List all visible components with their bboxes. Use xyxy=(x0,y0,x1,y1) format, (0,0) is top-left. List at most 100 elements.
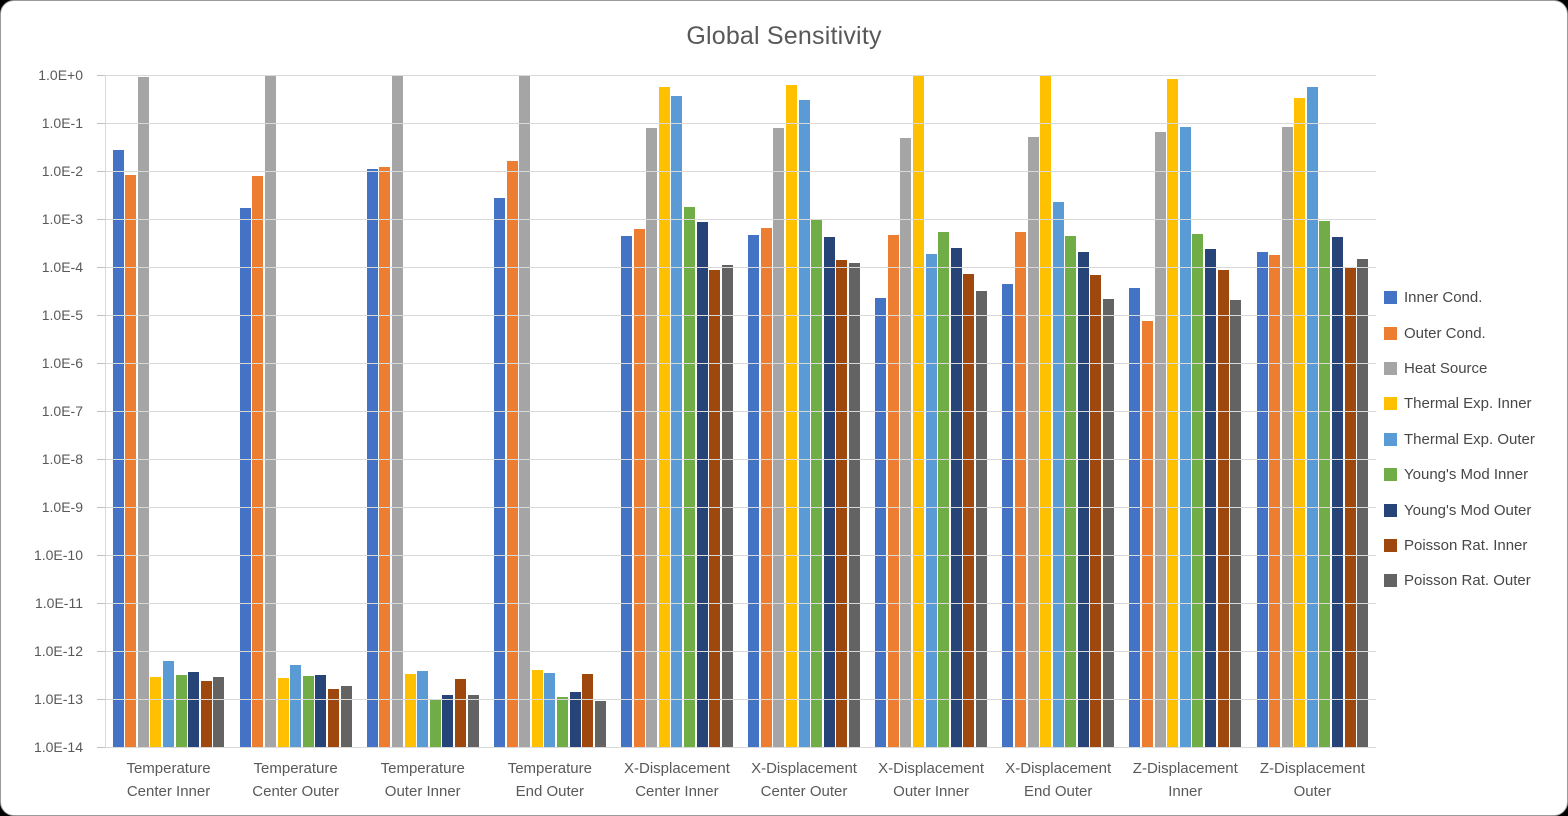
x-axis-category-label: X-Displacement Center Inner xyxy=(613,757,740,803)
y-axis-tick-label: 1.0E-9 xyxy=(41,499,83,515)
gridline xyxy=(105,171,1376,172)
gridline xyxy=(105,698,1376,700)
legend-item: Poisson Rat. Inner xyxy=(1384,528,1535,563)
bar xyxy=(366,169,378,747)
y-axis-tick xyxy=(97,698,105,700)
bar xyxy=(302,676,314,747)
bar xyxy=(175,674,187,747)
x-axis-category-label-line: Z-Displacement xyxy=(1259,760,1365,777)
x-axis-category-label-line: Center Inner xyxy=(126,783,211,800)
x-axis-category-label: X-Displacement End Outer xyxy=(995,757,1122,803)
bar xyxy=(556,697,568,747)
y-axis-tick-label: 1.0E-6 xyxy=(41,355,83,371)
bar-group xyxy=(1122,75,1249,747)
x-axis-category-label-line: Temperature xyxy=(380,760,465,777)
x-axis-category-label-line: X-Displacement xyxy=(623,760,730,777)
bar xyxy=(1281,127,1293,747)
bar xyxy=(252,175,264,747)
bar xyxy=(429,699,441,747)
y-axis-tick xyxy=(97,219,105,220)
bar xyxy=(900,138,912,747)
legend-swatch xyxy=(1384,361,1397,375)
bar xyxy=(925,253,937,747)
bar xyxy=(1014,231,1026,747)
gridline xyxy=(105,219,1376,220)
x-axis-category-label-line: Outer Inner xyxy=(384,783,461,800)
x-axis-category-label-line: X-Displacement xyxy=(878,760,985,777)
bar xyxy=(823,236,835,747)
y-axis-tick xyxy=(97,555,105,556)
bar xyxy=(582,673,594,747)
gridline xyxy=(105,555,1376,556)
legend-label: Inner Cond. xyxy=(1404,289,1483,307)
x-axis-category-label-line: Temperature xyxy=(507,760,592,777)
x-axis-category-label-line: End Outer xyxy=(515,783,585,800)
gridline xyxy=(105,267,1376,268)
x-axis-category-label-line: Center Outer xyxy=(760,783,848,800)
gridline xyxy=(105,411,1376,412)
bar xyxy=(760,227,772,747)
legend-item: Heat Source xyxy=(1384,351,1535,386)
y-axis-tick-label: 1.0E-1 xyxy=(41,115,83,131)
legend-item: Young's Mod Outer xyxy=(1384,492,1535,527)
gridline xyxy=(105,651,1376,652)
bar xyxy=(1357,258,1369,747)
legend-label: Thermal Exp. Inner xyxy=(1404,395,1532,413)
x-axis-category-label: Z-Displacement Inner xyxy=(1122,757,1249,803)
legend-item: Thermal Exp. Inner xyxy=(1384,386,1535,421)
bar xyxy=(1256,251,1268,747)
bar xyxy=(213,676,225,747)
y-axis-tick-label: 1.0E-11 xyxy=(35,595,83,611)
y-axis: 1.0E+0 1.0E-1 1.0E-2 1.0E-3 1.0E-4 1.0E-5 1.0E… xyxy=(1,67,91,755)
x-axis-category-label-line: Z-Displacement xyxy=(1132,760,1238,777)
y-axis-tick-label: 1.0E-10 xyxy=(33,547,83,563)
bar xyxy=(1154,131,1166,747)
bar xyxy=(621,235,633,747)
x-axis-category-label: X-Displacement Center Outer xyxy=(740,757,867,803)
legend-label: Thermal Exp. Outer xyxy=(1404,430,1535,448)
y-axis-tick-label: 1.0E+0 xyxy=(38,67,83,83)
legend-item: Young's Mod Inner xyxy=(1384,457,1535,492)
x-axis-category-label-line: End Outer xyxy=(1024,783,1093,800)
bar xyxy=(467,695,479,747)
x-axis-category-label-line: X-Displacement xyxy=(1005,760,1112,777)
bar xyxy=(544,672,556,747)
y-axis-tick xyxy=(97,747,105,748)
bar xyxy=(150,676,162,747)
gridline xyxy=(105,507,1376,508)
y-axis-tick xyxy=(97,651,105,652)
x-axis: Temperature Center Inner Temperature Center… xyxy=(105,757,1376,803)
bar xyxy=(506,161,518,747)
legend-swatch xyxy=(1384,432,1397,446)
chart-title: Global Sensitivity xyxy=(686,22,882,50)
bar xyxy=(531,669,543,747)
bar xyxy=(938,231,950,747)
gridline xyxy=(105,315,1376,316)
bar xyxy=(112,149,124,747)
bar xyxy=(493,197,505,747)
bar xyxy=(1319,220,1331,747)
x-axis-category-label-line: Center Outer xyxy=(252,783,339,800)
legend-swatch xyxy=(1384,326,1397,340)
bar xyxy=(569,692,581,747)
bar xyxy=(417,670,429,747)
bar xyxy=(671,96,683,747)
legend-swatch xyxy=(1384,397,1397,411)
bar xyxy=(404,673,416,747)
legend-swatch xyxy=(1384,468,1397,482)
gridline xyxy=(105,363,1376,364)
bar xyxy=(1294,97,1306,747)
bar xyxy=(1129,288,1141,747)
y-axis-tick-label: 1.0E-13 xyxy=(33,690,83,707)
x-axis-category-label-line: Inner xyxy=(1168,783,1203,800)
bar xyxy=(1103,298,1115,747)
bar xyxy=(1090,275,1102,747)
gridline xyxy=(105,123,1376,124)
x-axis-category-label: Temperature Center Inner xyxy=(105,757,232,803)
y-axis-tick xyxy=(97,315,105,316)
x-axis-category-label-line: Center Inner xyxy=(635,783,719,800)
plot-area xyxy=(97,75,1376,748)
bar xyxy=(1306,86,1318,747)
legend-item: Outer Cond. xyxy=(1384,315,1535,350)
